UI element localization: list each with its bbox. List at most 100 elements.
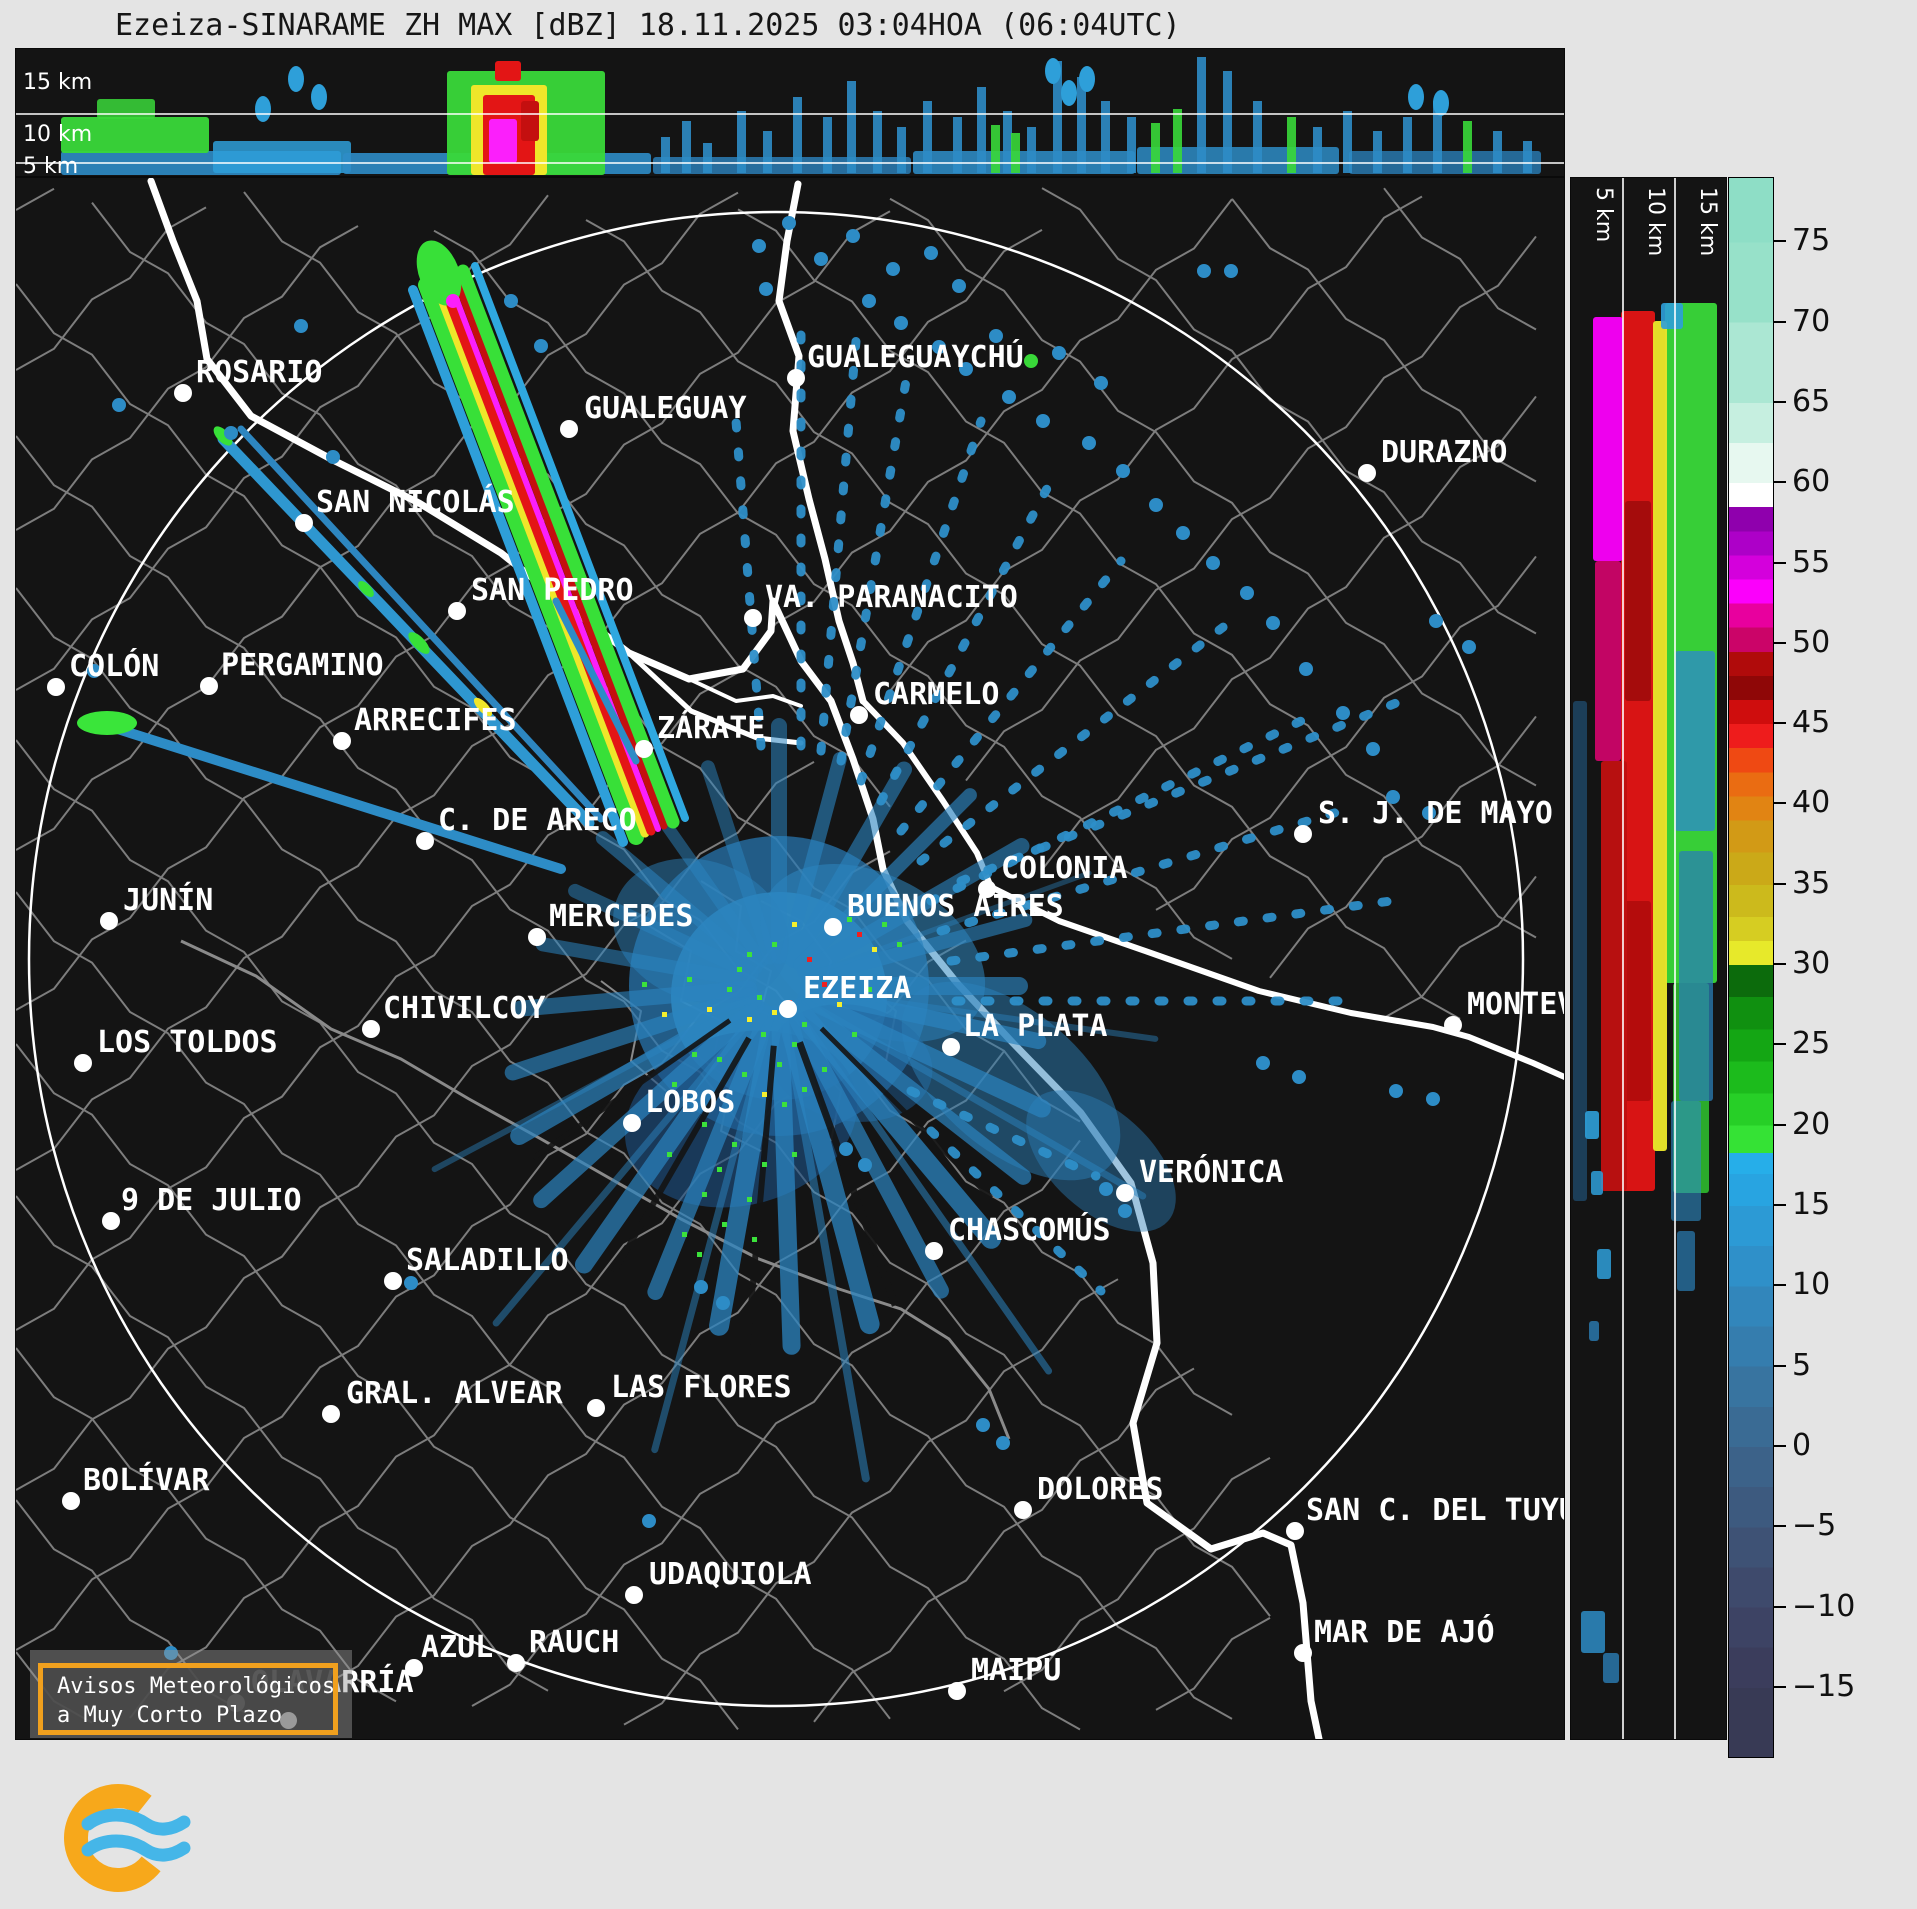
echo-ray — [780, 1011, 870, 1483]
city-label: LA PLATA — [963, 1009, 1108, 1044]
echo-speckle — [792, 1152, 797, 1157]
echo-speckle — [692, 1052, 697, 1057]
echo-speckle — [742, 1072, 747, 1077]
top-height-profile-panel: 15 km 10 km 5 km — [15, 48, 1565, 177]
echo-dot — [1292, 1070, 1306, 1084]
echo-streak — [1053, 61, 1062, 173]
city-marker — [787, 369, 805, 387]
echo-dot — [858, 1158, 872, 1172]
beam-echo-head — [408, 632, 430, 654]
echo-spoke — [816, 336, 861, 756]
echo-speckle — [852, 1032, 857, 1037]
echo-streak — [1403, 117, 1412, 173]
echo-dot — [164, 1646, 178, 1660]
city-label: GRAL. ALVEAR — [346, 1376, 564, 1411]
interference-beam — [436, 274, 656, 836]
echo-speckle — [717, 1057, 722, 1062]
department-boundary — [889, 195, 1423, 692]
echo-speckle — [792, 1042, 797, 1047]
echo-spoke — [731, 416, 766, 751]
echo-speckle — [697, 1252, 702, 1257]
city-label: MERCEDES — [549, 899, 694, 934]
echo-dot — [224, 426, 238, 440]
height-axis-label: 10 km — [23, 122, 92, 147]
echo-dot — [996, 1436, 1010, 1450]
interference-beam — [237, 425, 605, 823]
echo-spoke — [836, 376, 911, 766]
echo-spoke — [876, 476, 1056, 806]
city-marker — [174, 384, 192, 402]
colorbar-tick — [1774, 802, 1786, 805]
city-marker — [587, 1399, 605, 1417]
echo-dot — [924, 246, 938, 260]
footer: Servicio Meteorológico Nacional Argentin… — [0, 1745, 1917, 1909]
city-marker — [200, 677, 218, 695]
city-marker — [824, 918, 842, 936]
echo-streak — [923, 101, 932, 173]
echo-streak — [1313, 127, 1322, 173]
department-boundary — [1041, 187, 1537, 635]
echo-dot — [642, 1514, 656, 1528]
city-marker — [779, 1000, 797, 1018]
echo-dot — [894, 316, 908, 330]
echo-streak — [847, 81, 856, 173]
echo-speckle — [667, 1152, 672, 1157]
echo-speckle — [747, 952, 752, 957]
department-boundary — [1003, 1456, 1271, 1693]
river-coastline — [775, 180, 867, 705]
height-axis-label: 5 km — [23, 154, 78, 176]
echo-speckle — [682, 1232, 687, 1237]
echo-speckle — [752, 1237, 757, 1242]
city-label: MAIPÚ — [971, 1651, 1061, 1688]
echo-ray — [568, 883, 759, 981]
echo-speckle — [702, 1192, 707, 1197]
city-label: DURAZNO — [1381, 435, 1507, 470]
echo-speckle — [732, 1142, 737, 1147]
echo-dot — [1036, 414, 1050, 428]
echo-ray — [805, 987, 1159, 1042]
echo-dot — [1052, 346, 1066, 360]
echo-streak — [1003, 111, 1012, 173]
echo-dot — [814, 252, 828, 266]
echo-dot — [1206, 556, 1220, 570]
page-title: Ezeiza-SINARAME ZH MAX [dBZ] 18.11.2025 … — [115, 8, 1181, 43]
echo-bar — [213, 141, 351, 173]
echo-bar — [1679, 851, 1713, 1101]
river-coastline — [687, 677, 803, 708]
colorbar-tick-label: 20 — [1792, 1106, 1831, 1142]
echo-ray — [647, 1005, 776, 1300]
echo-dot — [255, 96, 271, 122]
echo-streak — [977, 87, 986, 173]
echo-ray — [801, 997, 1147, 1200]
department-boundary — [16, 1043, 739, 1731]
department-boundary — [965, 235, 1537, 782]
echo-bar — [1677, 1231, 1695, 1291]
echo-streak — [1343, 111, 1352, 173]
department-boundary — [1231, 198, 1537, 483]
echo-dot — [952, 279, 966, 293]
height-axis-label: 5 km — [1591, 187, 1616, 242]
echo-dot — [1082, 436, 1096, 450]
height-axis-label: 15 km — [23, 70, 92, 95]
echo-speckle — [872, 947, 877, 952]
echo-ray — [510, 992, 763, 1145]
city-label: GUALEGUAY — [584, 391, 747, 426]
echo-dot — [782, 216, 796, 230]
echo-speckle — [702, 1122, 707, 1127]
echo-dot — [759, 282, 773, 296]
city-marker — [1294, 1644, 1312, 1662]
echo-dot — [1386, 790, 1400, 804]
interference-beam — [430, 276, 650, 838]
echo-speckle — [847, 917, 852, 922]
echo-ray — [511, 980, 758, 1017]
echo-streak — [953, 117, 962, 173]
echo-spoke — [856, 416, 986, 786]
echo-dot — [846, 229, 860, 243]
echo-dot — [1336, 706, 1350, 720]
echo-ray — [595, 831, 764, 974]
echo-dot — [976, 1418, 990, 1432]
colorbar-tick — [1774, 481, 1786, 484]
colorbar-tick — [1774, 1204, 1786, 1207]
city-marker — [744, 609, 762, 627]
